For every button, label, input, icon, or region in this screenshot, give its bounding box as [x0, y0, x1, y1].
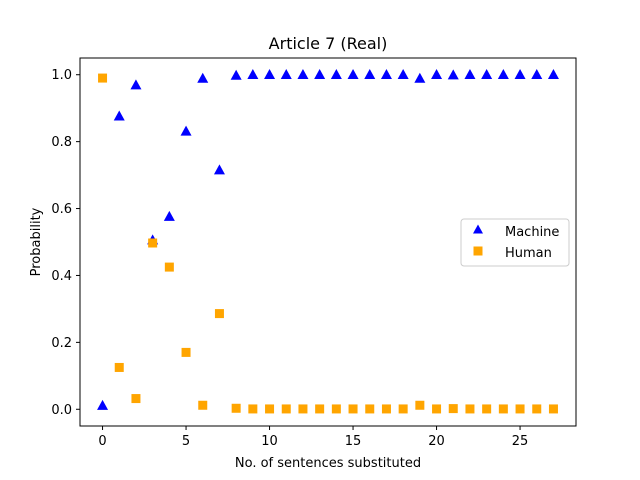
data-point-machine	[280, 69, 292, 80]
y-tick-label: 0.8	[51, 135, 72, 150]
data-point-machine	[197, 72, 209, 83]
y-tick-label: 1.0	[51, 68, 72, 83]
y-axis: 0.0 0.2 0.4 0.6 0.8 1.0	[51, 68, 80, 418]
legend-label-machine: Machine	[505, 225, 559, 240]
y-tick-label: 0.2	[51, 336, 72, 351]
data-point-human	[131, 394, 141, 404]
data-point-human	[548, 404, 558, 414]
data-point-machine	[497, 69, 509, 80]
data-point-human	[465, 404, 475, 414]
data-point-human	[448, 404, 458, 414]
y-tick-label: 0.4	[51, 269, 72, 284]
data-point-human	[198, 400, 208, 410]
x-tick-label: 10	[261, 434, 278, 449]
x-tick-label: 15	[345, 434, 362, 449]
data-point-machine	[330, 69, 342, 80]
data-point-human	[398, 404, 408, 414]
plot-frame	[79, 57, 577, 427]
chart-title: Article 7 (Real)	[269, 34, 388, 53]
data-point-machine	[464, 69, 476, 80]
y-axis-label: Probability	[29, 207, 44, 276]
data-point-human	[98, 73, 108, 83]
data-point-machine	[163, 210, 175, 221]
x-tick-label: 25	[512, 434, 529, 449]
data-point-machine	[347, 69, 359, 80]
x-tick-label: 0	[98, 434, 106, 449]
legend-frame	[460, 218, 570, 267]
legend-marker-human	[473, 246, 483, 256]
data-point-machine	[414, 72, 426, 83]
data-point-human	[498, 404, 508, 414]
data-point-machine	[230, 69, 242, 80]
y-tick-label: 0.6	[51, 202, 72, 217]
series-human	[98, 73, 558, 414]
data-point-machine	[514, 69, 526, 80]
data-point-machine	[213, 164, 225, 175]
data-point-human	[148, 238, 158, 248]
data-point-human	[365, 404, 375, 414]
legend-label-human: Human	[505, 246, 552, 261]
data-point-human	[482, 404, 492, 414]
data-point-machine	[97, 399, 109, 410]
data-point-machine	[397, 69, 409, 80]
series-machine	[97, 69, 559, 410]
data-point-human	[381, 404, 391, 414]
data-point-human	[248, 404, 258, 414]
data-point-machine	[547, 69, 559, 80]
data-point-human	[415, 400, 425, 410]
data-point-machine	[481, 69, 493, 80]
data-point-machine	[314, 69, 326, 80]
data-point-human	[265, 404, 275, 414]
x-tick-label: 5	[182, 434, 190, 449]
data-point-human	[348, 404, 358, 414]
data-point-human	[532, 404, 542, 414]
data-point-machine	[247, 69, 259, 80]
data-point-machine	[180, 125, 192, 136]
data-point-human	[298, 404, 308, 414]
data-point-human	[331, 404, 341, 414]
y-tick-label: 0.0	[51, 403, 72, 418]
data-point-machine	[380, 69, 392, 80]
data-point-machine	[297, 69, 309, 80]
data-point-machine	[364, 69, 376, 80]
x-axis-label: No. of sentences substituted	[235, 456, 421, 471]
x-axis: 0 5 10 15 20 25	[98, 426, 528, 449]
data-point-human	[114, 362, 124, 372]
data-point-machine	[264, 69, 276, 80]
data-point-machine	[447, 69, 459, 80]
legend-marker-machine	[473, 224, 483, 234]
data-point-machine	[531, 69, 543, 80]
data-point-machine	[431, 69, 443, 80]
data-point-human	[515, 404, 525, 414]
plot-marks	[97, 69, 559, 414]
data-point-human	[164, 262, 174, 272]
data-point-human	[181, 347, 191, 357]
data-point-human	[231, 403, 241, 413]
x-tick-label: 20	[428, 434, 445, 449]
data-point-machine	[130, 79, 142, 90]
data-point-human	[432, 404, 442, 414]
legend: Machine Human	[460, 218, 570, 267]
data-point-human	[281, 404, 291, 414]
data-point-human	[315, 404, 325, 414]
data-point-machine	[113, 110, 125, 121]
data-point-human	[214, 309, 224, 319]
